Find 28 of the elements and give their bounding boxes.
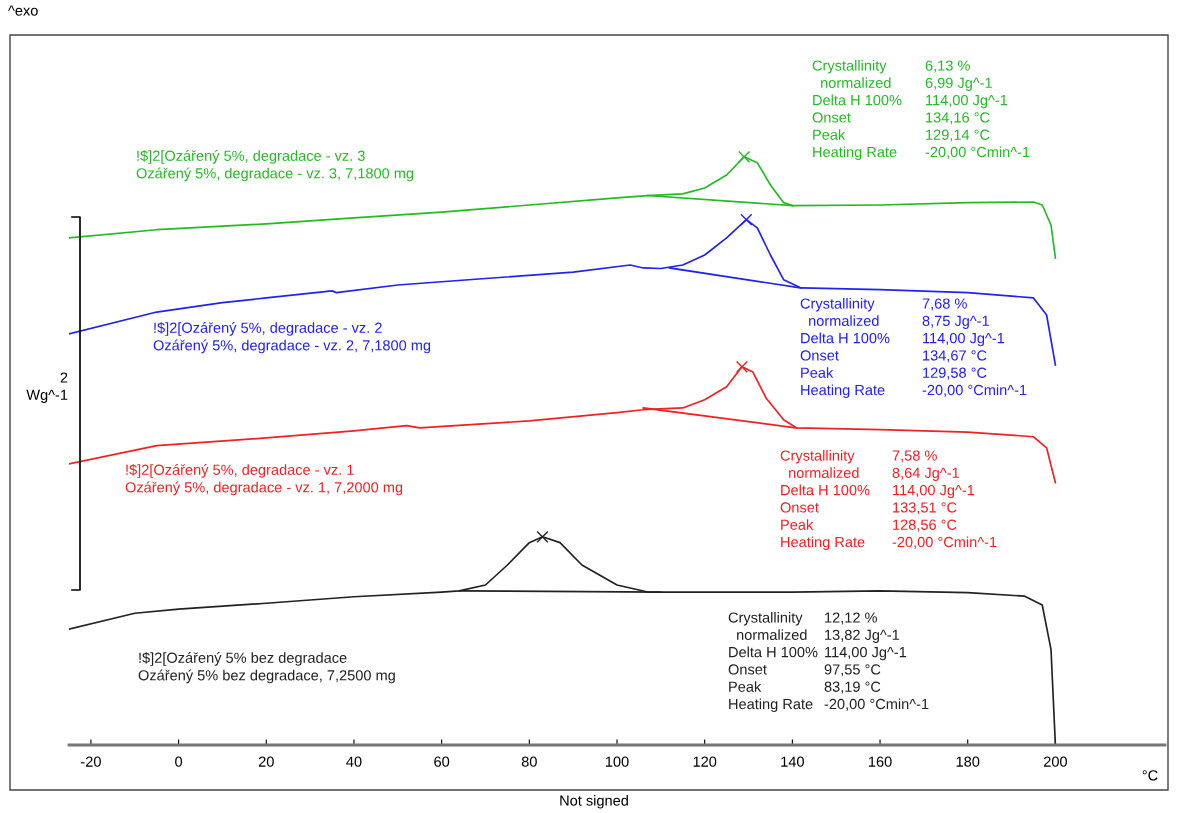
text: ^exo [8,5,38,16]
annotation: 12,12 % 13,82 Jg^-1 114,00 Jg^-1 97,55 °C 83,19 °C -20,00 °Cmin^-1 [824,612,929,711]
annotation: 7,68 % 8,75 Jg^-1 114,00 Jg^-1 134,67 °C 129,58 °C -20,00 °Cmin^-1 [922,298,1027,397]
x-tick-label: 80 [521,756,537,767]
text: !$]2[Ozářený 5%, degradace - vz. 3 Ozářený 5%, degradace - vz. 3, 7,1800 mg [136,150,414,182]
text: !$]2[Ozářený 5% bez degradace Ozářený 5% bez degradace, 7,2500 mg [138,652,395,684]
x-tick-label: 200 [1043,756,1067,767]
x-tick-label: 120 [693,756,717,767]
x-tick-label: 100 [605,756,629,767]
annotation: Crystallinity normalized Delta H 100% Onset Peak Heating Rate [780,450,870,551]
annotation: Crystallinity normalized Delta H 100% Onset Peak Heating Rate [812,60,902,161]
x-tick-label: 60 [434,756,450,767]
x-tick-label: -20 [81,756,101,767]
x-axis-title: °C [1142,770,1158,781]
annotation: 7,58 % 8,64 Jg^-1 114,00 Jg^-1 133,51 °C 128,56 °C -20,00 °Cmin^-1 [892,450,997,549]
x-tick-label: 40 [346,756,362,767]
x-tick-label: 140 [781,756,804,767]
series-label: !$]2[Ozářený 5%, degradace - vz. 2 Ozářený 5%, degradace - vz. 2, 7,1800 mg [153,322,431,354]
annotation: Crystallinity normalized Delta H 100% Onset Peak Heating Rate [728,612,818,713]
series-label: !$]2[Ozářený 5%, degradace - vz. 1 Ozářený 5%, degradace - vz. 1, 7,2000 mg [125,464,403,496]
x-tick-label: 20 [258,756,274,767]
x-tick-label: 160 [868,756,892,767]
text: 2 Wg^-1 [26,372,68,403]
text: Not signed [560,795,628,809]
x-tick-label: 180 [956,756,980,767]
annotation: 6,13 % 6,99 Jg^-1 114,00 Jg^-1 134,16 °C 129,14 °C -20,00 °Cmin^-1 [925,60,1030,159]
x-tick-label: 0 [175,756,183,767]
annotation: Crystallinity normalized Delta H 100% Onset Peak Heating Rate [800,298,890,399]
